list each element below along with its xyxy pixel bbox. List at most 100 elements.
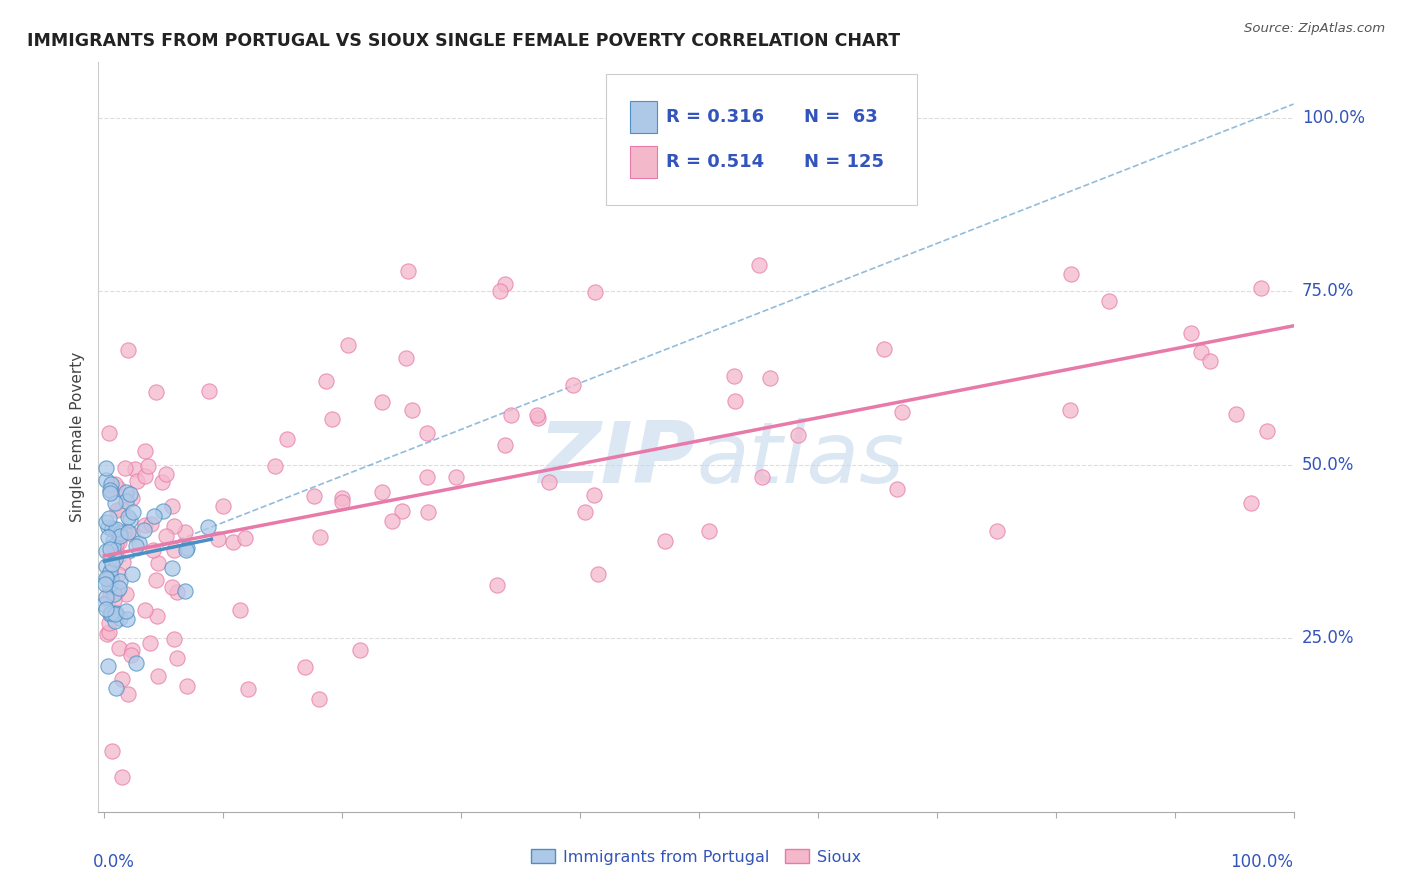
Point	[97, 592, 120, 607]
Text: N =  63: N = 63	[804, 108, 877, 126]
Point	[294, 659, 316, 673]
Point	[494, 277, 516, 292]
Point	[104, 552, 127, 566]
Point	[1199, 353, 1222, 368]
Point	[124, 462, 146, 476]
Point	[134, 602, 156, 616]
Point	[101, 533, 124, 548]
Point	[499, 408, 522, 422]
Point	[128, 535, 150, 549]
Point	[141, 542, 163, 557]
Point	[93, 597, 115, 611]
Point	[416, 505, 439, 519]
Point	[489, 285, 512, 299]
Point	[100, 484, 122, 499]
Point	[98, 486, 121, 500]
Point	[121, 643, 143, 657]
Point	[96, 461, 118, 475]
Point	[98, 425, 121, 440]
Point	[117, 687, 139, 701]
Point	[114, 461, 136, 475]
Point	[132, 523, 155, 537]
Point	[134, 517, 156, 532]
Point	[486, 577, 509, 591]
Point	[115, 494, 138, 508]
Point	[152, 504, 174, 518]
Point	[103, 587, 125, 601]
FancyBboxPatch shape	[630, 146, 657, 178]
Point	[176, 679, 198, 693]
Point	[160, 561, 183, 575]
Point	[371, 484, 394, 499]
Point	[330, 491, 353, 505]
Point	[748, 258, 770, 272]
Point	[134, 469, 156, 483]
Point	[396, 263, 419, 277]
Point	[160, 580, 183, 594]
Point	[94, 473, 117, 487]
Text: N = 125: N = 125	[804, 153, 883, 171]
Point	[308, 692, 330, 706]
Text: 100.0%: 100.0%	[1230, 853, 1294, 871]
Point	[121, 526, 143, 541]
Point	[105, 537, 128, 551]
Point	[723, 369, 745, 384]
FancyBboxPatch shape	[606, 74, 917, 205]
Point	[94, 571, 117, 585]
Point	[125, 539, 148, 553]
Point	[98, 483, 121, 497]
Point	[101, 744, 124, 758]
Text: IMMIGRANTS FROM PORTUGAL VS SIOUX SINGLE FEMALE POVERTY CORRELATION CHART: IMMIGRANTS FROM PORTUGAL VS SIOUX SINGLE…	[27, 32, 900, 50]
FancyBboxPatch shape	[630, 102, 657, 133]
Point	[146, 609, 169, 624]
Point	[121, 491, 143, 505]
Point	[155, 467, 177, 482]
Point	[886, 482, 908, 496]
Point	[104, 477, 127, 491]
Point	[1239, 496, 1261, 510]
Point	[197, 519, 219, 533]
Point	[986, 524, 1008, 538]
Point	[1059, 402, 1081, 417]
Point	[105, 606, 128, 620]
Point	[96, 590, 118, 604]
Point	[163, 518, 186, 533]
Point	[315, 374, 337, 388]
Point	[117, 612, 139, 626]
Point	[1225, 407, 1247, 421]
Point	[330, 495, 353, 509]
Point	[97, 530, 120, 544]
Point	[583, 285, 606, 299]
Point	[526, 408, 548, 422]
Point	[395, 351, 418, 365]
Point	[101, 522, 124, 536]
Point	[110, 502, 132, 516]
Point	[1180, 326, 1202, 341]
Point	[1250, 280, 1272, 294]
Point	[583, 488, 606, 502]
Point	[1256, 424, 1278, 438]
Point	[176, 541, 198, 556]
Point	[98, 625, 121, 640]
Point	[391, 504, 413, 518]
Point	[139, 636, 162, 650]
Point	[724, 394, 747, 409]
Point	[759, 371, 782, 385]
Point	[401, 402, 423, 417]
Point	[145, 573, 167, 587]
Text: R = 0.514: R = 0.514	[666, 153, 765, 171]
Point	[1097, 293, 1119, 308]
Point	[160, 499, 183, 513]
Point	[96, 572, 118, 586]
Point	[100, 477, 122, 491]
Point	[100, 572, 122, 586]
Point	[349, 643, 371, 657]
Point	[1189, 344, 1212, 359]
Text: atlas: atlas	[696, 418, 904, 501]
Text: 75.0%: 75.0%	[1302, 283, 1354, 301]
Point	[371, 395, 394, 409]
Point	[336, 338, 359, 352]
Point	[108, 610, 131, 624]
Point	[101, 539, 124, 553]
Point	[654, 534, 676, 549]
